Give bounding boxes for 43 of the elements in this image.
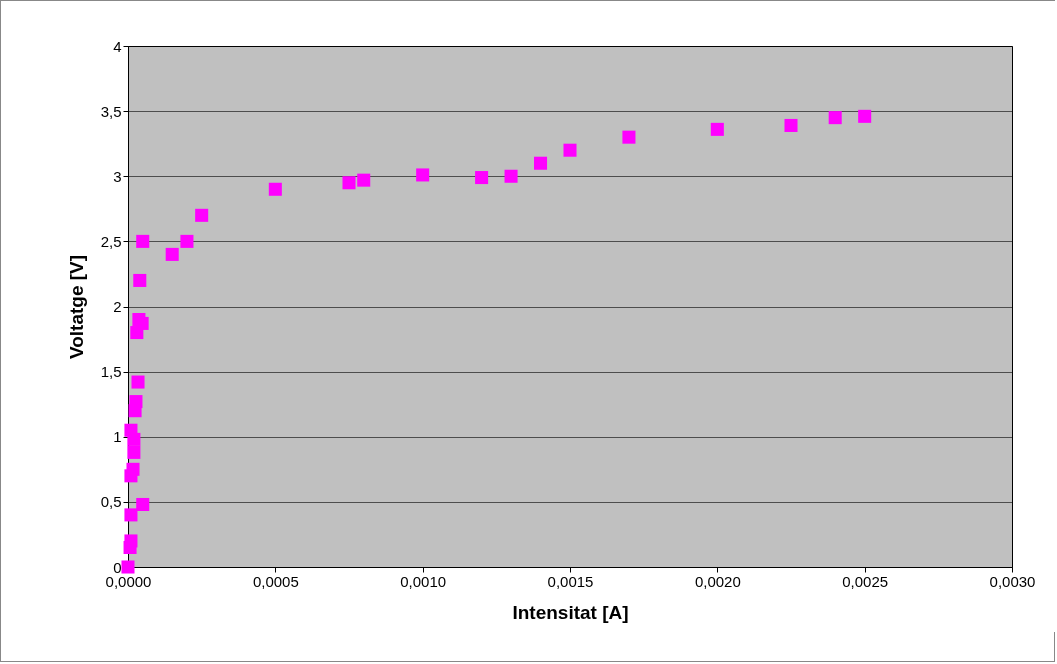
x-tick-label: 0,0030 — [989, 572, 1036, 590]
point — [131, 375, 145, 389]
y-tick-label: 4 — [113, 37, 122, 55]
y-tick-label: 1 — [113, 428, 122, 446]
point — [534, 156, 548, 170]
point — [268, 182, 282, 196]
point — [136, 234, 150, 248]
point — [124, 508, 138, 522]
y-axis-title: Voltatge [V] — [65, 254, 87, 360]
point — [416, 168, 430, 182]
point — [357, 173, 371, 187]
point — [124, 423, 138, 437]
point — [127, 445, 141, 459]
y-tick-label: 3 — [113, 167, 122, 185]
x-tick-label: 0,0010 — [400, 572, 447, 590]
point — [121, 560, 135, 574]
x-tick-label: 0,0025 — [842, 572, 889, 590]
point — [165, 247, 179, 261]
point — [475, 171, 489, 185]
x-axis-title: Intensitat [A] — [512, 601, 629, 623]
point — [858, 109, 872, 123]
point — [129, 395, 143, 409]
point — [124, 534, 138, 548]
x-tick-label: 0,0005 — [252, 572, 299, 590]
y-tick-label: 0,5 — [100, 493, 122, 511]
point — [622, 130, 636, 144]
point — [133, 273, 147, 287]
x-tick-label: 0,0015 — [547, 572, 594, 590]
point — [563, 143, 577, 157]
x-tick-label: 0,0020 — [694, 572, 741, 590]
point — [126, 462, 140, 476]
y-tick-label: 2,5 — [100, 232, 122, 250]
y-tick-label: 3,5 — [100, 102, 122, 120]
point — [180, 234, 194, 248]
y-tick-label: 2 — [113, 298, 122, 315]
point — [710, 122, 724, 136]
point — [195, 208, 209, 222]
point — [342, 176, 356, 190]
y-tick-label: 1,5 — [100, 363, 122, 381]
point — [784, 118, 798, 132]
point — [136, 497, 150, 511]
point — [504, 169, 518, 183]
point — [828, 111, 842, 125]
